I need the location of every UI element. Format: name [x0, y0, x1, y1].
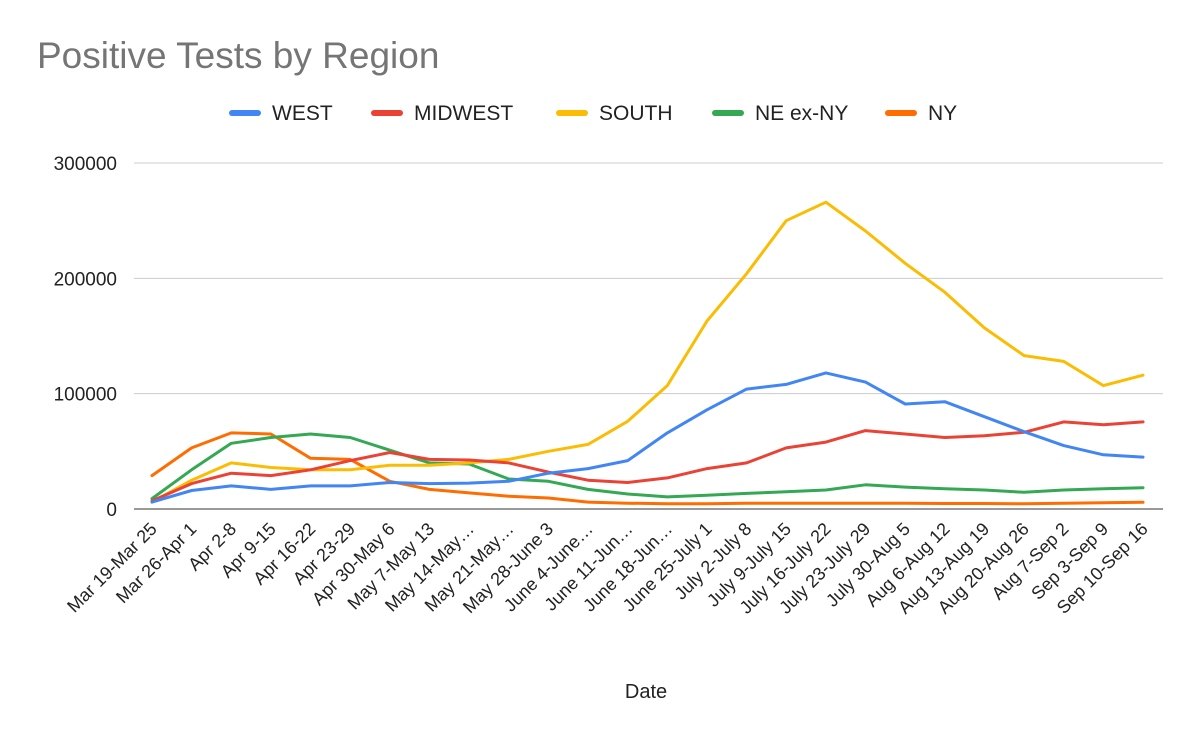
series-line-ny: [150, 431, 1145, 506]
series-line-south: [150, 200, 1145, 504]
y-tick-label: 300000: [54, 154, 117, 175]
legend: WEST MIDWEST SOUTH NE ex-NY NY: [229, 102, 957, 125]
legend-label-west: WEST: [272, 102, 333, 125]
legend-label-south: SOUTH: [599, 102, 673, 125]
series-line-ne-ex-ny: [150, 432, 1145, 501]
legend-label-ny: NY: [928, 102, 957, 125]
y-axis-ticks: 0 100000 200000 300000: [54, 154, 117, 521]
y-tick-label: 200000: [54, 269, 117, 290]
legend-label-midwest: MIDWEST: [414, 102, 513, 125]
series-line-west: [150, 371, 1145, 504]
y-tick-label: 0: [106, 500, 117, 521]
chart-title: Positive Tests by Region: [37, 35, 439, 76]
series-line-midwest: [150, 420, 1145, 503]
legend-label-ne-ex-ny: NE ex-NY: [755, 102, 848, 125]
y-tick-label: 100000: [54, 385, 117, 406]
gridlines: [134, 162, 1163, 395]
series-lines: [150, 200, 1145, 506]
x-axis-label: Date: [625, 681, 667, 703]
